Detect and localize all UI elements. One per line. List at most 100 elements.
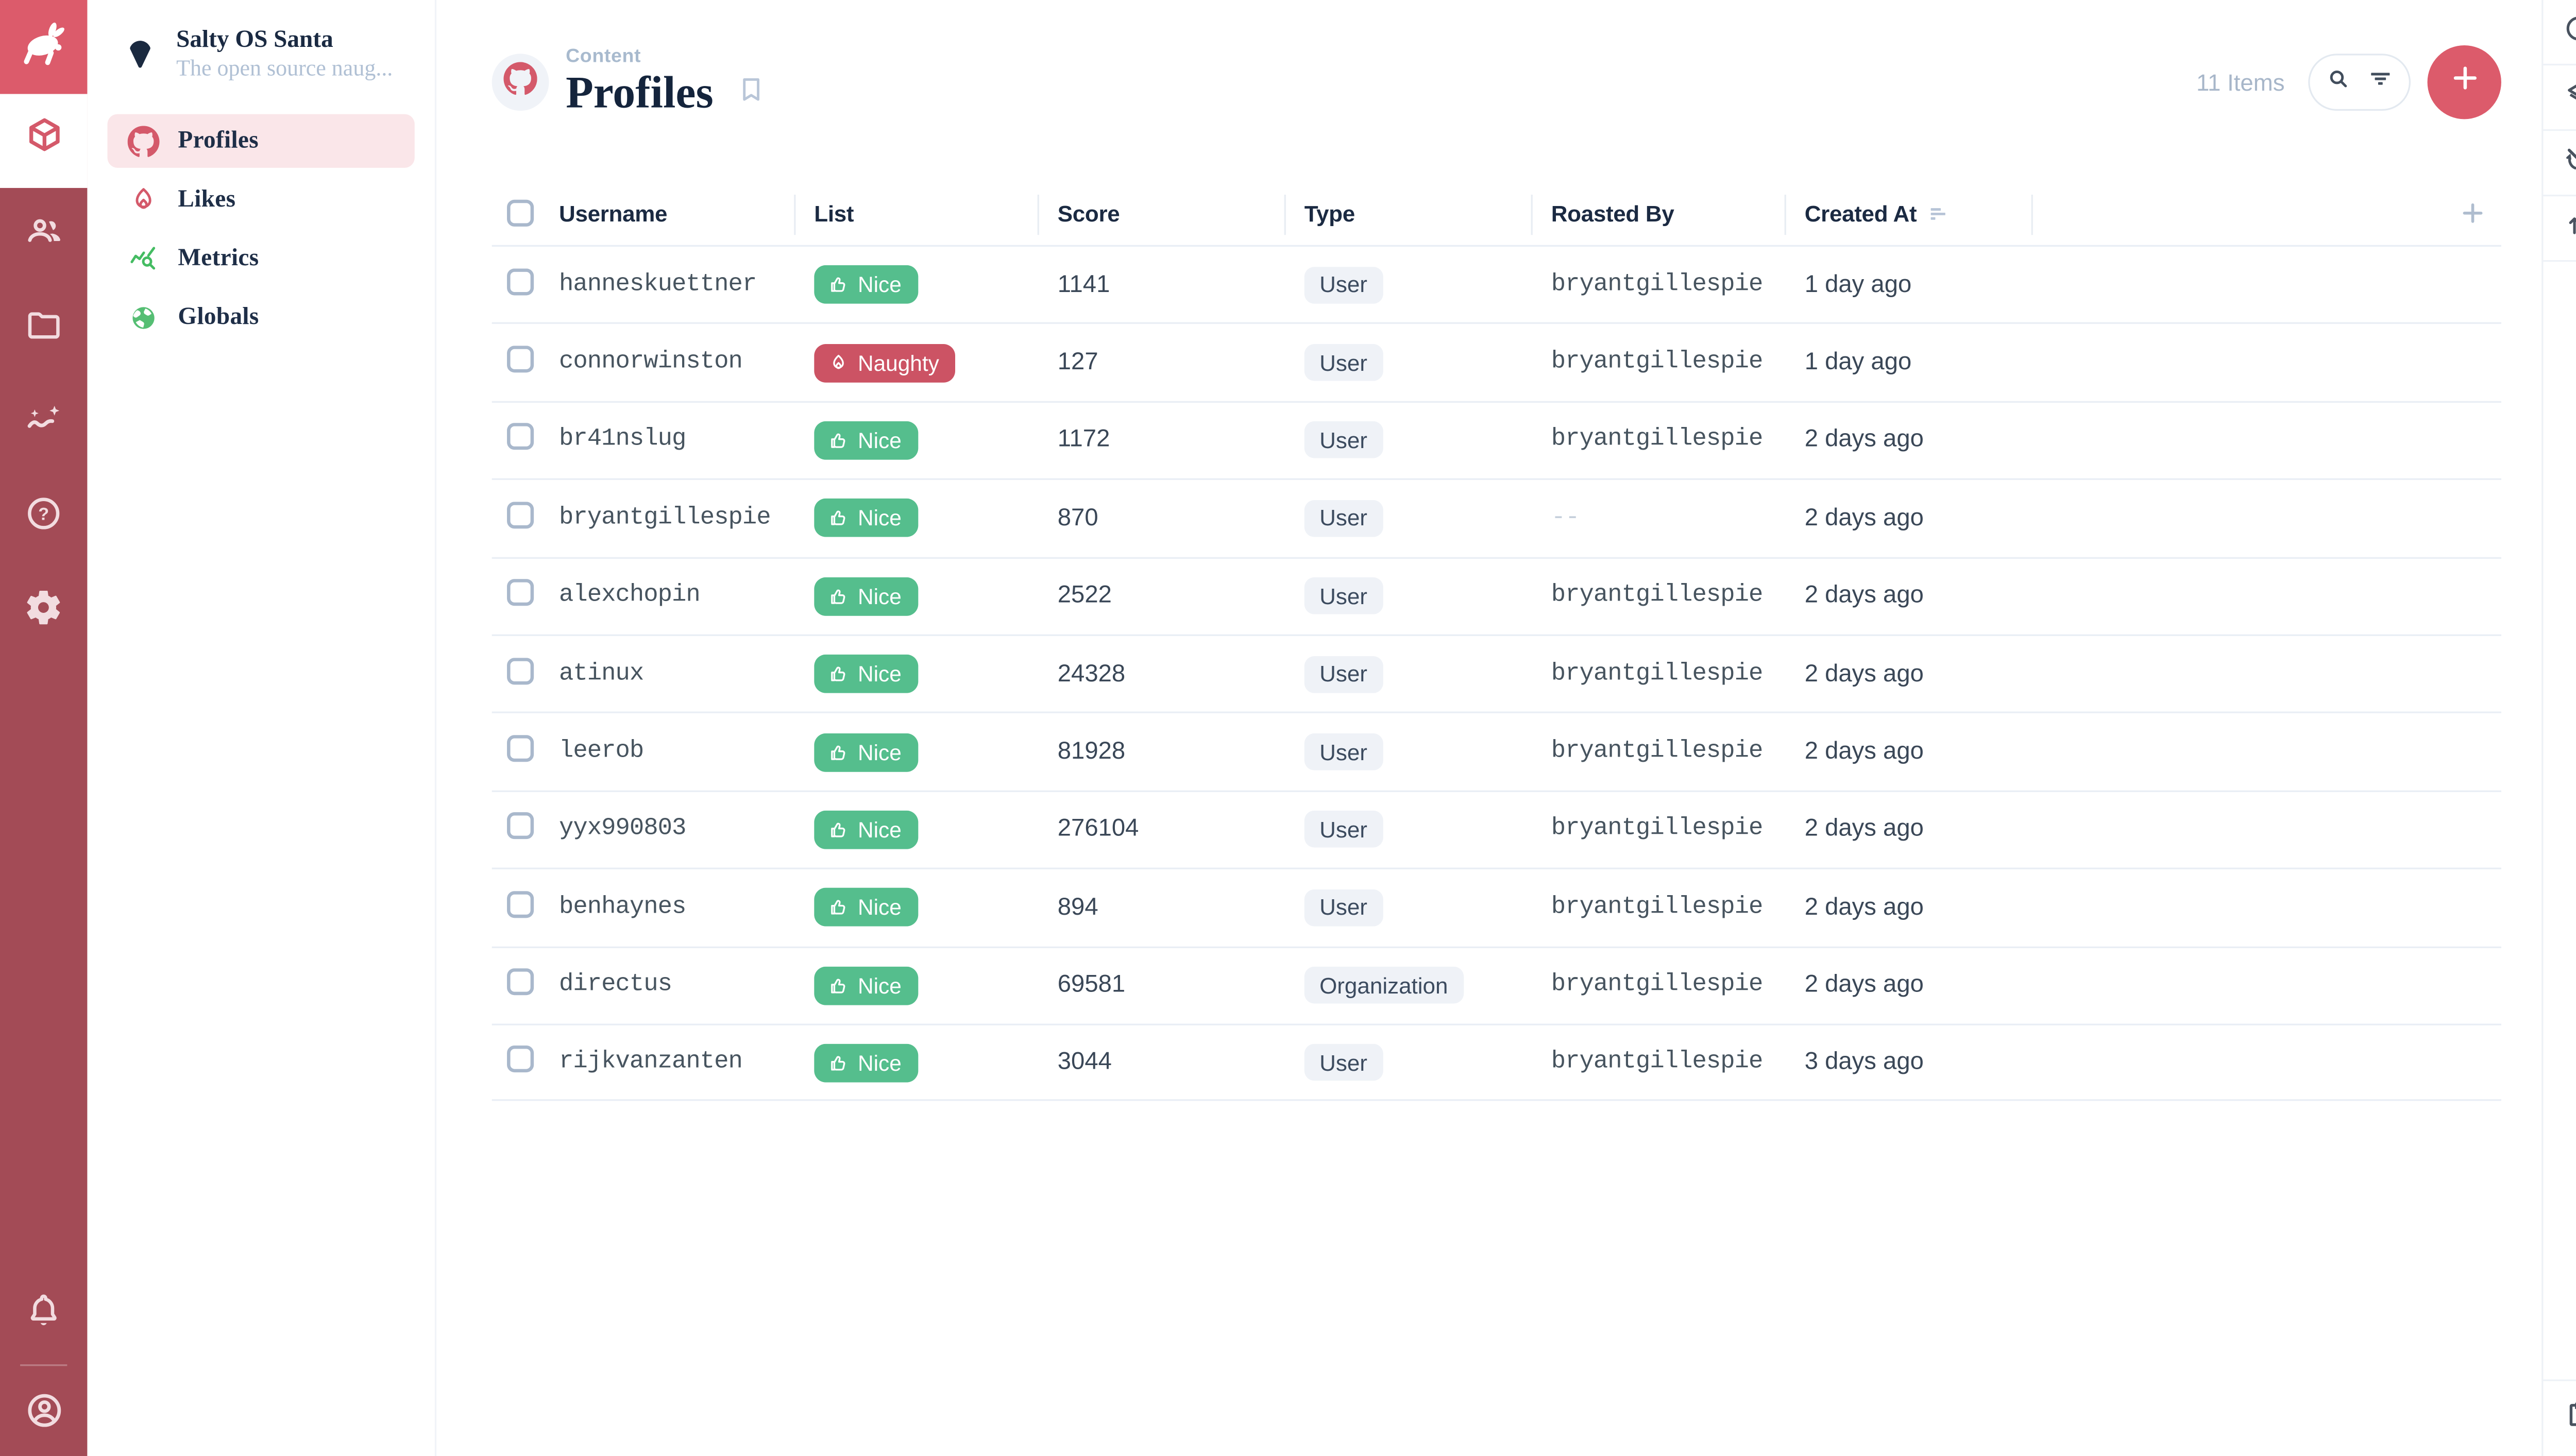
cell-created-at: 2 days ago <box>1804 894 1924 921</box>
row-select-cell <box>492 735 559 768</box>
table-row[interactable]: atinux Nice 24328 User bryantgillespie 2… <box>492 634 2501 712</box>
breadcrumb[interactable]: Content <box>566 47 641 68</box>
cell-type: Organization <box>1284 967 1531 1004</box>
sidebar-import-export-button[interactable] <box>2543 196 2576 262</box>
sidebar-item-likes[interactable]: Likes <box>108 173 415 227</box>
row-select-cell <box>492 346 559 379</box>
thumbs-up-icon <box>827 1052 849 1073</box>
add-column-button[interactable] <box>2458 198 2488 228</box>
row-checkbox[interactable] <box>507 735 534 762</box>
row-select-cell <box>492 813 559 846</box>
project-subtitle: The open source naug... <box>176 55 393 81</box>
sort-icon <box>1927 202 1948 224</box>
column-header-score[interactable]: Score <box>1037 184 1284 242</box>
project-header[interactable]: Salty OS Santa The open source naug... <box>87 0 434 108</box>
cell-type: User <box>1284 500 1531 537</box>
table-row[interactable]: benhaynes Nice 894 User bryantgillespie … <box>492 867 2501 946</box>
sidebar-item-label: Metrics <box>178 244 259 271</box>
cell-roasted-by: bryantgillespie <box>1551 894 1764 921</box>
bookmark-button[interactable] <box>735 74 767 114</box>
module-insights[interactable] <box>0 376 87 470</box>
list-badge: Nice <box>814 421 919 460</box>
table-row[interactable]: leerob Nice 81928 User bryantgillespie 2… <box>492 712 2501 790</box>
cell-list: Nice <box>794 810 1037 849</box>
column-header-created-at[interactable]: Created At <box>1784 184 2031 242</box>
column-header-list[interactable]: List <box>794 184 1037 242</box>
row-checkbox[interactable] <box>507 346 534 373</box>
row-checkbox[interactable] <box>507 657 534 684</box>
cell-username: leerob <box>559 738 644 765</box>
row-select-cell <box>492 579 559 613</box>
add-item-button[interactable] <box>2427 45 2501 119</box>
module-settings[interactable] <box>0 564 87 658</box>
row-checkbox[interactable] <box>507 1046 534 1073</box>
github-icon <box>503 61 537 103</box>
column-header-username[interactable]: Username <box>559 200 668 226</box>
search-button[interactable] <box>2324 63 2354 101</box>
table-row[interactable]: directus Nice 69581 Organization bryantg… <box>492 946 2501 1023</box>
type-chip: User <box>1304 577 1383 615</box>
module-bar-spacer <box>0 658 87 1273</box>
table-row[interactable]: alexchopin Nice 2522 User bryantgillespi… <box>492 556 2501 634</box>
thumbs-up-icon <box>827 974 849 996</box>
row-checkbox[interactable] <box>507 579 534 607</box>
row-select-cell <box>492 1046 559 1079</box>
list-badge: Nice <box>814 1043 919 1082</box>
sidebar-item-globals[interactable]: Globals <box>108 290 415 344</box>
list-badge-label: Nice <box>858 584 902 609</box>
kite-diamond-icon <box>123 35 158 73</box>
row-checkbox[interactable] <box>507 501 534 528</box>
search-icon <box>2324 63 2354 101</box>
type-chip: User <box>1304 344 1383 381</box>
row-select-cell <box>492 657 559 691</box>
cell-score: 127 <box>1057 349 1098 376</box>
cell-created-at: 1 day ago <box>1804 271 1912 298</box>
row-checkbox[interactable] <box>507 813 534 840</box>
row-checkbox[interactable] <box>507 423 534 451</box>
column-header-roasted-by[interactable]: Roasted By <box>1531 184 1785 242</box>
module-users[interactable] <box>0 188 87 282</box>
column-header-type[interactable]: Type <box>1284 184 1531 242</box>
sidebar-layout-button[interactable] <box>2543 65 2576 131</box>
cell-created-at: 2 days ago <box>1804 816 1924 844</box>
table-row[interactable]: yyx990803 Nice 276104 User bryantgillesp… <box>492 790 2501 868</box>
row-checkbox[interactable] <box>507 268 534 295</box>
table-row[interactable]: connorwinston Naughty 127 User bryantgil… <box>492 322 2501 401</box>
table-row[interactable]: bryantgillespie Nice 870 User -- 2 days … <box>492 478 2501 556</box>
table-row[interactable]: br41nslug Nice 1172 User bryantgillespie… <box>492 401 2501 478</box>
row-checkbox[interactable] <box>507 968 534 996</box>
cell-username: rijkvanzanten <box>559 1049 743 1076</box>
cell-score: 1172 <box>1057 427 1110 454</box>
row-select-cell <box>492 423 559 457</box>
sidebar-refresh-button[interactable] <box>2543 131 2576 197</box>
account-button[interactable] <box>0 1372 87 1456</box>
sidebar-item-profiles[interactable]: Profiles <box>107 114 415 168</box>
sidebar-item-metrics[interactable]: Metrics <box>108 232 415 285</box>
cell-score: 276104 <box>1057 816 1139 844</box>
module-content[interactable] <box>0 94 88 188</box>
sidebar-activity-button[interactable] <box>2543 1378 2576 1456</box>
app-logo[interactable] <box>0 0 88 94</box>
cell-list: Nice <box>794 265 1037 304</box>
sidebar-info-button[interactable] <box>2543 0 2576 66</box>
list-badge-label: Nice <box>858 739 902 765</box>
module-help[interactable] <box>0 470 87 563</box>
list-badge-label: Nice <box>858 427 902 453</box>
table-row[interactable]: rijkvanzanten Nice 3044 User bryantgille… <box>492 1023 2501 1102</box>
module-files[interactable] <box>0 282 87 375</box>
list-badge: Nice <box>814 732 919 772</box>
cell-list: Nice <box>794 577 1037 615</box>
row-checkbox[interactable] <box>507 890 534 918</box>
notifications-button[interactable] <box>0 1273 87 1357</box>
query-stats-icon <box>128 243 160 275</box>
pending-actions-icon <box>2561 1397 2576 1439</box>
list-badge-label: Naughty <box>858 350 939 375</box>
list-badge-label: Nice <box>858 1050 902 1075</box>
select-all-checkbox[interactable] <box>507 199 534 227</box>
nav-sidebar: Salty OS Santa The open source naug... P… <box>87 0 437 1456</box>
cell-created-at: 3 days ago <box>1804 1049 1924 1076</box>
cell-score: 1141 <box>1057 271 1110 298</box>
table-row[interactable]: hanneskuettner Nice 1141 User bryantgill… <box>492 245 2501 323</box>
filter-button[interactable] <box>2365 63 2396 101</box>
github-icon <box>127 125 160 157</box>
